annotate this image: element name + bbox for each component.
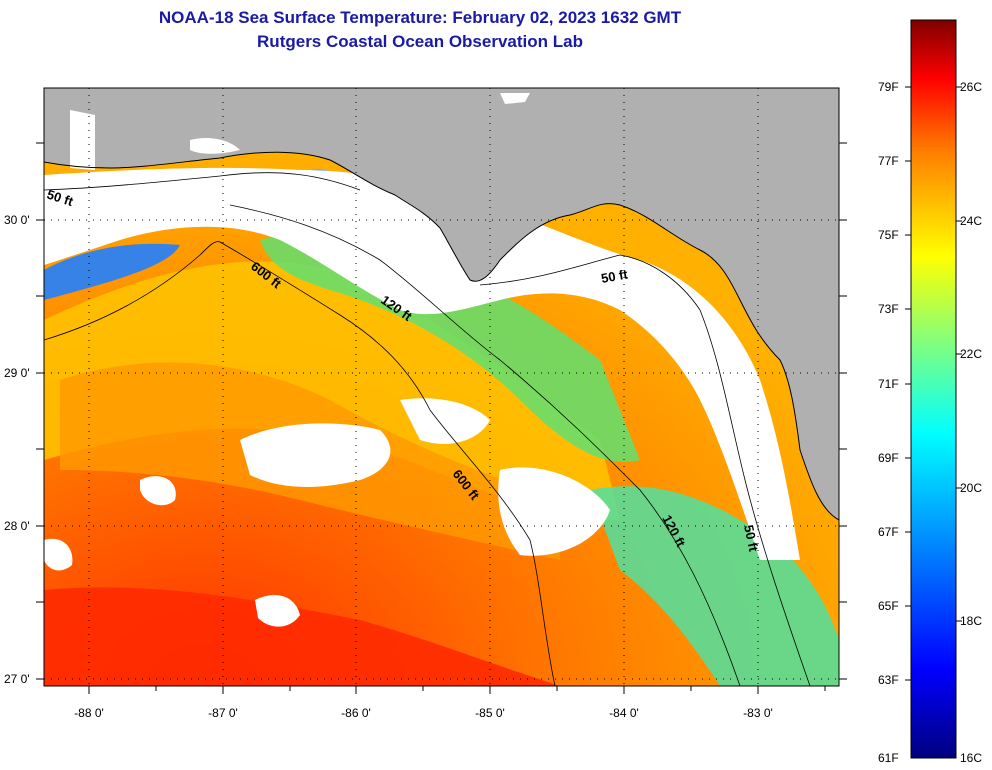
- cloud-nearshore: [44, 167, 800, 560]
- ocean-hot: [44, 587, 560, 686]
- colorbar: [910, 19, 957, 759]
- ocean-blue-west: [44, 243, 180, 300]
- colorbar-c-26: 26C: [960, 80, 982, 94]
- lat-label-27: 27 0': [4, 672, 30, 686]
- lat-label-28: 28 0': [4, 519, 30, 533]
- bay-mobile: [70, 110, 95, 170]
- map-frame: [43, 87, 840, 687]
- colorbar-c-16: 16C: [960, 751, 982, 765]
- lake-patch: [500, 93, 530, 104]
- lon-label-84: -84 0': [609, 706, 639, 720]
- cloud-patch-6: [44, 538, 73, 571]
- colorbar-f-65: 65F: [878, 599, 899, 613]
- colorbar-c-22: 22C: [960, 347, 982, 361]
- colorbar-c-24: 24C: [960, 214, 982, 228]
- lon-label-86: -86 0': [341, 706, 371, 720]
- contour-120ft: [229, 204, 741, 686]
- colorbar-ticks: [905, 86, 962, 681]
- map-subtitle: Rutgers Coastal Ocean Observation Lab: [257, 32, 583, 51]
- colorbar-f-79: 79F: [878, 80, 899, 94]
- cloud-patch-5: [255, 595, 300, 627]
- lon-label-85: -85 0': [475, 706, 505, 720]
- colorbar-f-77: 77F: [878, 154, 899, 168]
- ocean-green-east: [590, 486, 839, 686]
- bay-pensacola: [190, 138, 240, 154]
- contour-600ft: [44, 241, 556, 686]
- ocean-green: [260, 231, 640, 462]
- colorbar-f-63: 63F: [878, 673, 899, 687]
- colorbar-c-20: 20C: [960, 481, 982, 495]
- cloud-patch-1: [240, 423, 391, 487]
- cloud-patch-2: [400, 398, 490, 444]
- colorbar-c-18: 18C: [960, 614, 982, 628]
- lat-label-29: 29 0': [4, 366, 30, 380]
- colorbar-f-61: 61F: [878, 751, 899, 765]
- cloud-patch-4: [140, 476, 176, 506]
- colorbar-f-73: 73F: [878, 302, 899, 316]
- contour-label-50ft-east: 50 ft: [741, 524, 761, 554]
- coastline: [44, 151, 839, 521]
- contour-50ft-west: [44, 172, 361, 191]
- land-area: [44, 88, 839, 520]
- colorbar-f-67: 67F: [878, 525, 899, 539]
- colorbar-f-71: 71F: [878, 377, 899, 391]
- contour-50ft-east: [479, 254, 811, 686]
- colorbar-f-69: 69F: [878, 451, 899, 465]
- map-title: NOAA-18 Sea Surface Temperature: Februar…: [158, 8, 682, 27]
- lat-label-30: 30 0': [4, 213, 30, 227]
- lon-label-83: -83 0': [743, 706, 773, 720]
- colorbar-f-75: 75F: [878, 228, 899, 242]
- ocean-mid: [44, 261, 620, 520]
- contour-label-50ft-big-bend: 50 ft: [600, 266, 630, 286]
- lon-label-87: -87 0': [208, 706, 238, 720]
- lon-label-88: -88 0': [74, 706, 104, 720]
- axis-ticks: [36, 142, 847, 694]
